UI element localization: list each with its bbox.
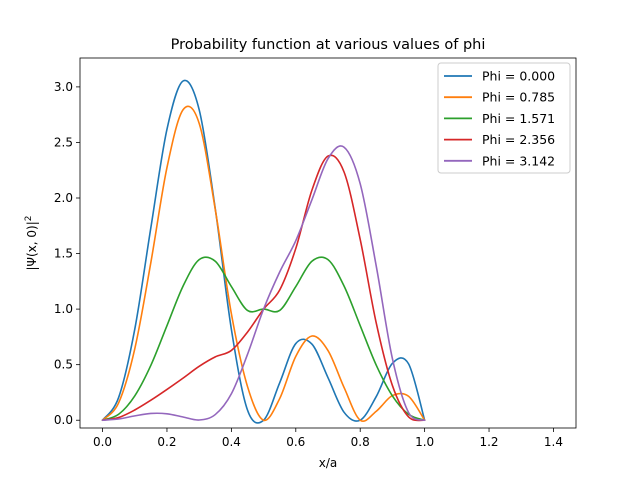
y-tick-label: 2.5: [54, 135, 73, 149]
y-tick-label: 0.0: [54, 413, 73, 427]
y-tick-label: 0.5: [54, 358, 73, 372]
x-tick-label: 0.4: [222, 435, 241, 449]
plot-frame: [79, 57, 577, 429]
y-tick-label: 1.5: [54, 247, 73, 261]
y-axis-title-main: |Ψ(x, 0)|: [25, 221, 39, 270]
x-tick-label: 0.6: [286, 435, 305, 449]
series-line-2: [101, 105, 426, 422]
x-tick-label: 1.2: [479, 435, 498, 449]
x-tick-label: 0.0: [93, 435, 112, 449]
series-line-4: [101, 154, 426, 422]
y-axis: 0.0 0.5 1.0 1.5 2.0 2.5 3.0: [54, 80, 80, 427]
legend-label: Phi = 2.356: [482, 132, 555, 147]
y-tick-label: 1.0: [54, 302, 73, 316]
series-group: [101, 79, 426, 424]
y-axis-title-superscript: 2: [24, 216, 34, 222]
x-tick-label: 0.8: [351, 435, 370, 449]
y-tick-label: 2.0: [54, 191, 73, 205]
x-axis-title: x/a: [319, 456, 338, 470]
legend-label: Phi = 0.785: [482, 90, 555, 105]
legend-label: Phi = 3.142: [482, 153, 555, 168]
x-tick-label: 0.2: [157, 435, 176, 449]
x-axis: 0.0 0.2 0.4 0.6 0.8 1.0 1.2 1.4: [93, 428, 563, 449]
y-axis-title: |Ψ(x, 0)|2: [24, 216, 39, 271]
series-line-5: [101, 145, 426, 422]
x-tick-label: 1.0: [415, 435, 434, 449]
legend-box: [437, 62, 571, 174]
x-tick-label: 1.4: [544, 435, 563, 449]
chart-title: Probability function at various values o…: [171, 37, 486, 53]
legend: Phi = 0.000 Phi = 0.785 Phi = 1.571 Phi = 2…: [437, 62, 571, 174]
legend-label: Phi = 1.571: [482, 111, 555, 126]
y-tick-label: 3.0: [54, 80, 73, 94]
legend-label: Phi = 0.000: [482, 69, 555, 84]
series-line-1: [101, 79, 426, 424]
